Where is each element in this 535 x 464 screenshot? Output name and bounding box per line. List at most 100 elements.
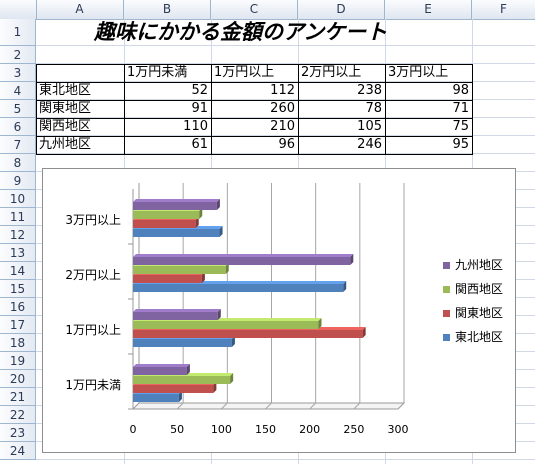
value-cell[interactable]: 246 — [357, 137, 382, 152]
value-cell[interactable]: 260 — [270, 101, 295, 116]
column-header-b[interactable]: B — [124, 0, 211, 19]
gridline — [36, 81, 535, 82]
row-header-1[interactable]: 1 — [0, 19, 36, 46]
table-border — [298, 64, 299, 155]
value-cell[interactable]: 105 — [357, 119, 382, 134]
chart-gridline-depth — [397, 402, 405, 410]
table-header-cell[interactable]: 1万円未満 — [127, 65, 188, 80]
row-header-7[interactable]: 7 — [0, 136, 36, 154]
gridline — [36, 153, 535, 154]
bar-東北地区-2万円以上 — [133, 284, 344, 292]
row-header-23[interactable]: 23 — [0, 424, 36, 442]
bar-side-face — [219, 226, 223, 237]
table-header-cell[interactable]: 2万円以上 — [301, 65, 362, 80]
bar-関東地区-1万円以上 — [133, 330, 363, 338]
value-cell[interactable]: 75 — [452, 119, 469, 134]
legend-entry: 関西地区 — [455, 282, 503, 296]
column-header-d[interactable]: D — [298, 0, 385, 19]
region-cell[interactable]: 九州地区 — [39, 137, 92, 152]
value-cell[interactable]: 52 — [191, 83, 208, 98]
bar-side-face — [178, 391, 182, 402]
row-header-19[interactable]: 19 — [0, 352, 36, 370]
bar-side-face — [230, 373, 234, 384]
row-header-13[interactable]: 13 — [0, 244, 36, 262]
table-header-cell[interactable]: 3万円以上 — [388, 65, 449, 80]
row-header-14[interactable]: 14 — [0, 262, 36, 280]
row-header-16[interactable]: 16 — [0, 298, 36, 316]
row-header-8[interactable]: 8 — [0, 154, 36, 172]
bar-東北地区-1万円未満 — [133, 394, 179, 402]
value-cell[interactable]: 78 — [365, 101, 382, 116]
bar-side-face — [201, 272, 205, 283]
value-cell[interactable]: 210 — [270, 119, 295, 134]
column-header-e[interactable]: E — [385, 0, 472, 19]
value-cell[interactable]: 71 — [452, 101, 469, 116]
region-cell[interactable]: 関西地区 — [39, 119, 92, 134]
row-header-6[interactable]: 6 — [0, 118, 36, 136]
row-header-18[interactable]: 18 — [0, 334, 36, 352]
y-category-label: 1万円未満 — [65, 378, 121, 392]
region-cell[interactable]: 東北地区 — [39, 83, 92, 98]
row-header-21[interactable]: 21 — [0, 388, 36, 406]
bar-関西地区-1万円未満 — [133, 376, 231, 384]
x-tick-label: 0 — [130, 423, 137, 436]
row-header-24[interactable]: 24 — [0, 442, 36, 460]
select-all-corner[interactable] — [0, 0, 37, 19]
row-header-3[interactable]: 3 — [0, 64, 36, 82]
x-tick-label: 100 — [211, 423, 232, 436]
x-tick-label: 250 — [343, 423, 364, 436]
row-header-4[interactable]: 4 — [0, 82, 36, 100]
bar-chart-canvas: 0 50 100 150 200 250 300 1万円未満 1万円以上 2万円以上 3万円以上九州… — [65, 183, 503, 436]
embedded-chart[interactable]: 0 50 100 150 200 250 300 1万円未満 1万円以上 2万円以上 3万円以上 九州… — [42, 168, 516, 453]
row-header-20[interactable]: 20 — [0, 370, 36, 388]
legend-swatch — [443, 334, 450, 341]
row-header-10[interactable]: 10 — [0, 190, 36, 208]
value-cell[interactable]: 61 — [191, 137, 208, 152]
table-border — [36, 154, 473, 155]
column-header-a[interactable]: A — [36, 0, 124, 19]
row-header-11[interactable]: 11 — [0, 208, 36, 226]
gridline — [36, 459, 535, 460]
region-cell[interactable]: 関東地区 — [39, 101, 92, 116]
row-header-12[interactable]: 12 — [0, 226, 36, 244]
value-cell[interactable]: 238 — [357, 83, 382, 98]
table-border — [211, 64, 212, 155]
column-header-f[interactable]: F — [500, 2, 507, 16]
bar-九州地区-1万円以上 — [133, 312, 218, 320]
bar-top-face — [133, 309, 221, 312]
table-border — [36, 64, 473, 65]
bar-side-face — [216, 199, 220, 210]
gridline — [36, 135, 535, 136]
value-cell[interactable]: 110 — [183, 119, 208, 134]
row-header-5[interactable]: 5 — [0, 100, 36, 118]
legend-swatch — [443, 310, 450, 317]
value-cell[interactable]: 96 — [278, 137, 295, 152]
gridline — [36, 99, 535, 100]
table-header-cell[interactable]: 1万円以上 — [214, 65, 275, 80]
row-header-22[interactable]: 22 — [0, 406, 36, 424]
bar-side-face — [217, 309, 221, 320]
table-border — [385, 64, 386, 155]
table-border — [36, 82, 473, 83]
bar-関西地区-1万円以上 — [133, 321, 319, 329]
chart-gridline-depth — [353, 402, 361, 410]
row-header-17[interactable]: 17 — [0, 316, 36, 334]
gridline — [36, 63, 535, 64]
chart-gridline-depth — [220, 402, 228, 410]
y-category-label: 3万円以上 — [65, 213, 121, 227]
value-cell[interactable]: 95 — [452, 137, 469, 152]
row-header-15[interactable]: 15 — [0, 280, 36, 298]
bar-top-face — [133, 199, 220, 202]
row-header-2[interactable]: 2 — [0, 46, 36, 64]
value-cell[interactable]: 98 — [452, 83, 469, 98]
value-cell[interactable]: 91 — [191, 101, 208, 116]
legend-swatch — [443, 262, 450, 269]
gridline — [36, 117, 535, 118]
y-category-label: 1万円以上 — [65, 323, 121, 337]
bar-関西地区-3万円以上 — [133, 211, 200, 219]
legend-entry: 九州地区 — [455, 258, 503, 272]
value-cell[interactable]: 112 — [270, 83, 295, 98]
column-header-c[interactable]: C — [211, 0, 298, 19]
bar-東北地区-3万円以上 — [133, 229, 220, 237]
row-header-9[interactable]: 9 — [0, 172, 36, 190]
